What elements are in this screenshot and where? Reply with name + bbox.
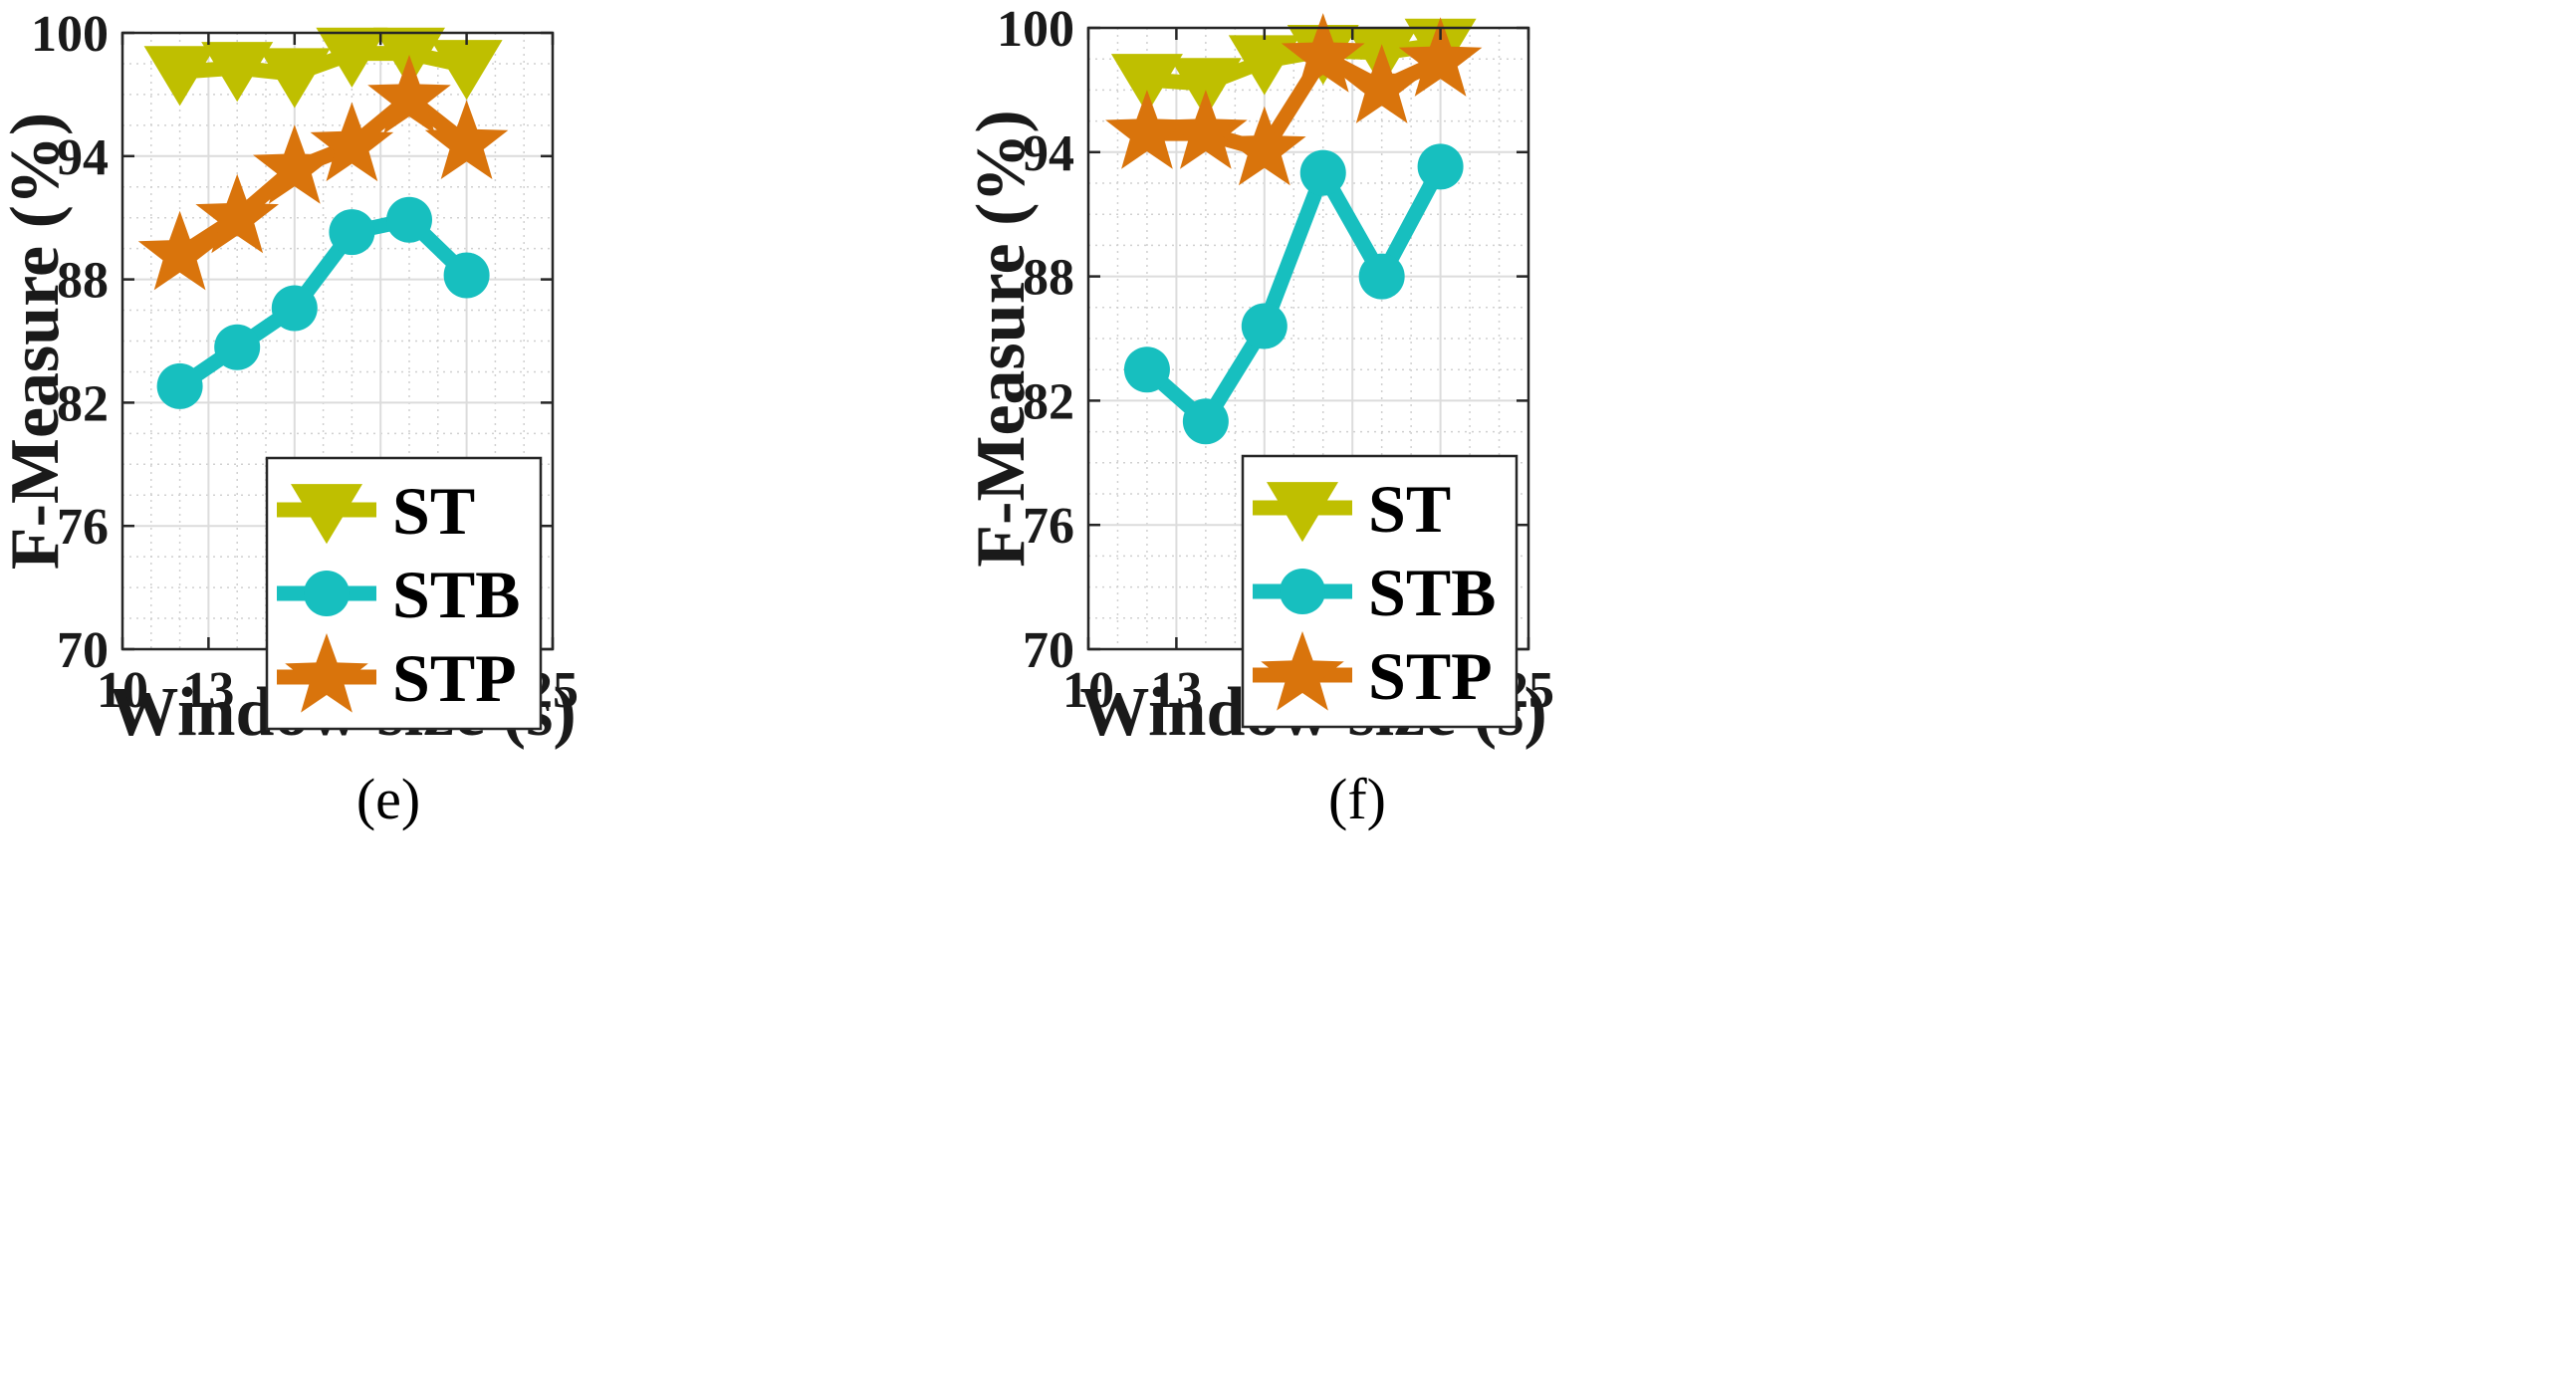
y-axis-label: F-Measure (%) [0,113,74,570]
y-tick-label: 100 [997,1,1074,58]
data-point-stb [214,324,261,370]
y-tick-label: 88 [57,253,109,310]
legend: ST STB STP [265,456,543,731]
series-stb [156,196,490,409]
data-point-stp [424,100,509,179]
data-point-stp [253,124,337,204]
series-stp [137,55,509,291]
data-point-stp [310,102,394,182]
y-tick-label: 76 [1023,498,1074,555]
legend-marker-st [291,484,362,545]
y-axis-label: F-Measure (%) [963,110,1040,567]
data-point-st [430,40,503,101]
data-point-stp [1164,90,1248,169]
x-tick-label: 13 [182,662,234,719]
y-tick-label: 82 [1023,373,1074,430]
data-point-stp [1339,44,1424,123]
data-point-stb [329,209,375,256]
data-point-stb [1417,143,1464,190]
data-point-st [316,27,388,88]
data-point-stb [1358,253,1405,300]
chart-panel-e: 1013161922257076828894100Window size (s)… [0,6,579,831]
data-point-stp [367,55,451,134]
data-point-stb [1123,346,1170,393]
legend-marker-stb [304,571,350,616]
data-point-stp [137,210,222,291]
legend-label-stb: STB [1368,555,1497,630]
series-st [143,27,503,109]
chart-panel-f: 1013161922257076828894100Window size (s)… [963,1,1554,831]
y-tick-label: 76 [57,499,109,556]
data-point-st [1228,35,1300,96]
x-tick-label: 10 [1062,662,1114,719]
legend: ST STB STP [1241,454,1519,729]
y-tick-label: 70 [57,622,109,679]
y-tick-label: 100 [31,6,109,63]
panel-caption: (e) [356,767,420,831]
panel-caption: (f) [1328,767,1386,831]
y-tick-label: 94 [57,129,109,186]
legend-marker-stp [1261,631,1344,711]
legend-label-stp: STP [392,640,517,716]
data-point-stb [386,196,432,243]
data-point-st [258,48,331,109]
legend-label-st: ST [1368,471,1451,547]
x-tick-label: 13 [1150,662,1202,719]
data-point-stp [1398,17,1483,97]
legend-marker-stp [285,633,368,713]
data-point-st [1169,58,1242,118]
data-point-stp [195,173,279,254]
x-tick-label: 10 [97,662,148,719]
data-point-stp [1105,90,1189,169]
y-tick-label: 88 [1023,250,1074,307]
data-point-stb [1299,149,1346,196]
series-stp [1105,13,1483,186]
data-point-stp [1223,106,1306,186]
data-point-stb [1241,303,1288,349]
data-point-stb [156,362,203,409]
series-stb [1123,143,1464,445]
data-point-stb [443,252,490,299]
data-point-st [201,42,274,103]
legend-marker-st [1267,482,1338,543]
data-point-st [1110,54,1183,115]
y-tick-label: 94 [1023,125,1074,182]
y-tick-label: 70 [1023,622,1074,679]
data-point-stp [1281,13,1365,93]
y-tick-label: 82 [57,375,109,432]
legend-label-stb: STB [392,557,521,632]
legend-label-st: ST [392,473,475,549]
data-point-stb [1182,398,1229,445]
legend-marker-stb [1280,569,1325,614]
data-point-st [143,46,216,107]
legend-label-stp: STP [1368,638,1493,714]
data-point-stb [271,285,318,332]
